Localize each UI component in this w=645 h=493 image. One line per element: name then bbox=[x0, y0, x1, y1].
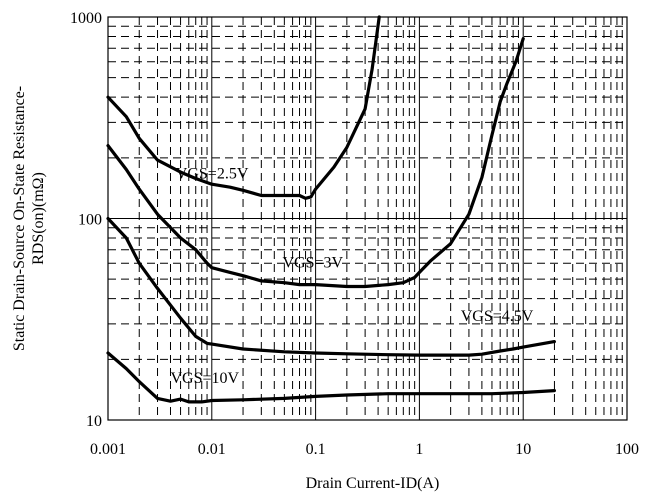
series-curves bbox=[106, 15, 556, 404]
series-label: VGS=3V bbox=[283, 255, 344, 272]
grid-lines bbox=[108, 17, 627, 420]
y-axis-title: Static Drain-Source On-State Resistance-… bbox=[11, 86, 47, 351]
x-tick-label: 0.01 bbox=[198, 441, 226, 458]
plot-border bbox=[107, 16, 628, 421]
x-axis-title: Drain Current-ID(A) bbox=[306, 475, 440, 492]
series-curve-1 bbox=[106, 37, 525, 289]
y-axis-title-line2: RDS(on)(mΩ) bbox=[30, 172, 47, 265]
series-curve-0 bbox=[106, 15, 381, 200]
series-curve-3 bbox=[106, 351, 556, 404]
y-tick-label: 100 bbox=[78, 212, 102, 229]
x-tick-label: 0.1 bbox=[306, 441, 326, 458]
x-tick-label: 0.001 bbox=[90, 441, 126, 458]
series-label: VGS=4.5V bbox=[461, 308, 534, 325]
x-tick-label: 10 bbox=[515, 441, 531, 458]
series-label: VGS=10V bbox=[170, 370, 239, 387]
curve-labels: VGS=2.5V VGS=3V VGS=4.5V VGS=10V bbox=[170, 165, 533, 386]
tick-labels: 0.001 0.01 0.1 1 10 100 10 100 1000 bbox=[70, 10, 639, 458]
x-tick-label: 1 bbox=[415, 441, 423, 458]
plot-frame bbox=[107, 16, 628, 421]
series-label: VGS=2.5V bbox=[176, 165, 249, 182]
y-axis-title-line1: Static Drain-Source On-State Resistance- bbox=[11, 86, 28, 351]
y-tick-label: 1000 bbox=[70, 10, 102, 27]
x-tick-label: 100 bbox=[615, 441, 639, 458]
y-tick-label: 10 bbox=[86, 413, 102, 430]
series-curve-2 bbox=[106, 216, 556, 357]
